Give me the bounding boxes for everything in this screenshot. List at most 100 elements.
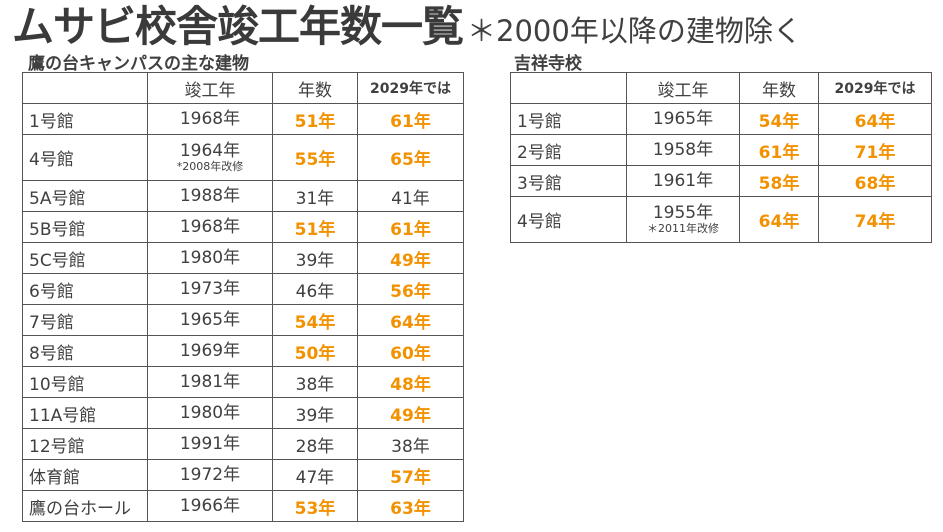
completion-year-cell: 1980年: [147, 242, 273, 274]
header-age-2029: 2029年では: [357, 72, 464, 104]
building-age-2029: 64年: [357, 304, 464, 336]
completion-year-cell: 1958年: [626, 134, 740, 166]
header-age: 年数: [739, 72, 819, 104]
table-row: 5C号館 1980年 39年 49年: [22, 242, 464, 274]
completion-year-cell: 1980年: [147, 397, 273, 429]
title-note: ＊2000年以降の建物除く: [467, 14, 802, 48]
building-age-2029: 48年: [357, 366, 464, 398]
building-name: 12号館: [22, 428, 148, 460]
header-completion-year: 竣工年: [147, 72, 273, 104]
table-row: 8号館 1969年 50年 60年: [22, 335, 464, 367]
completion-year: 1972年: [179, 465, 241, 485]
completion-year-cell: 1968年: [147, 211, 273, 243]
building-age-2029: 49年: [357, 242, 464, 274]
building-age: 51年: [272, 211, 358, 243]
building-name: 1号館: [22, 103, 148, 135]
completion-year-cell: 1965年: [626, 103, 740, 135]
completion-year: 1973年: [179, 279, 241, 299]
table-row: 体育館 1972年 47年 57年: [22, 459, 464, 491]
header-name: [510, 72, 627, 104]
completion-year-cell: 1972年: [147, 459, 273, 491]
renovation-note: ＊2011年改修: [647, 222, 719, 235]
header-name: [22, 72, 148, 104]
completion-year: 1961年: [652, 171, 714, 191]
header-age-2029: 2029年では: [818, 72, 932, 104]
building-age-2029: 61年: [357, 211, 464, 243]
completion-year: 1955年: [652, 203, 714, 223]
building-age: 54年: [739, 103, 819, 135]
building-name: 3号館: [510, 165, 627, 197]
completion-year-cell: 1973年: [147, 273, 273, 305]
building-age: 64年: [739, 196, 819, 243]
completion-year-cell: 1968年: [147, 103, 273, 135]
title-main: ムサビ校舎竣工年数一覧: [12, 2, 464, 51]
building-name: 8号館: [22, 335, 148, 367]
completion-year-cell: 1961年: [626, 165, 740, 197]
building-age: 46年: [272, 273, 358, 305]
page-title: ムサビ校舎竣工年数一覧 ＊2000年以降の建物除く: [12, 2, 802, 61]
building-age: 53年: [272, 490, 358, 522]
building-age: 39年: [272, 397, 358, 429]
table-header-row: 竣工年 年数 2029年では: [22, 72, 464, 104]
completion-year: 1968年: [179, 217, 241, 237]
completion-year-cell: 1964年 *2008年改修: [147, 134, 273, 181]
building-age: 50年: [272, 335, 358, 367]
building-name: 10号館: [22, 366, 148, 398]
building-name: 2号館: [510, 134, 627, 166]
table-row: 5A号館 1988年 31年 41年: [22, 180, 464, 212]
building-name: 5B号館: [22, 211, 148, 243]
completion-year: 1991年: [179, 434, 241, 454]
building-name: 4号館: [22, 134, 148, 181]
table-row: 12号館 1991年 28年 38年: [22, 428, 464, 460]
completion-year: 1988年: [179, 186, 241, 206]
building-age-2029: 49年: [357, 397, 464, 429]
completion-year-cell: 1981年: [147, 366, 273, 398]
table-row: 1号館 1965年 54年 64年: [510, 103, 932, 135]
building-age-2029: 61年: [357, 103, 464, 135]
building-name: 鷹の台ホール: [22, 490, 148, 522]
completion-year-cell: 1965年: [147, 304, 273, 336]
completion-year: 1969年: [179, 341, 241, 361]
building-age-2029: 74年: [818, 196, 932, 243]
table-header-row: 竣工年 年数 2029年では: [510, 72, 932, 104]
building-name: 5A号館: [22, 180, 148, 212]
building-age: 47年: [272, 459, 358, 491]
completion-year-cell: 1955年 ＊2011年改修: [626, 196, 740, 243]
building-age: 55年: [272, 134, 358, 181]
building-age-2029: 63年: [357, 490, 464, 522]
building-age-2029: 38年: [357, 428, 464, 460]
building-age: 61年: [739, 134, 819, 166]
table-row: 6号館 1973年 46年 56年: [22, 273, 464, 305]
building-age: 58年: [739, 165, 819, 197]
building-age: 54年: [272, 304, 358, 336]
completion-year: 1968年: [179, 109, 241, 129]
building-age: 28年: [272, 428, 358, 460]
completion-year-cell: 1966年: [147, 490, 273, 522]
completion-year-cell: 1991年: [147, 428, 273, 460]
header-completion-year: 竣工年: [626, 72, 740, 104]
table-row: 1号館 1968年 51年 61年: [22, 103, 464, 135]
building-name: 体育館: [22, 459, 148, 491]
building-name: 7号館: [22, 304, 148, 336]
building-age-2029: 65年: [357, 134, 464, 181]
building-age: 51年: [272, 103, 358, 135]
completion-year: 1981年: [179, 372, 241, 392]
building-age: 38年: [272, 366, 358, 398]
building-age-2029: 71年: [818, 134, 932, 166]
completion-year: 1965年: [652, 109, 714, 129]
building-age: 31年: [272, 180, 358, 212]
building-age: 39年: [272, 242, 358, 274]
kichijoji-table: 竣工年 年数 2029年では 1号館 1965年 54年 64年 2号館 1958年 61年…: [510, 72, 932, 243]
building-age-2029: 57年: [357, 459, 464, 491]
completion-year: 1958年: [652, 140, 714, 160]
table-row: 鷹の台ホール 1966年 53年 63年: [22, 490, 464, 522]
building-age-2029: 60年: [357, 335, 464, 367]
table-row: 7号館 1965年 54年 64年: [22, 304, 464, 336]
table-row: 3号館 1961年 58年 68年: [510, 165, 932, 197]
table-row: 4号館 1964年 *2008年改修 55年 65年: [22, 134, 464, 181]
building-name: 5C号館: [22, 242, 148, 274]
building-age-2029: 68年: [818, 165, 932, 197]
building-name: 1号館: [510, 103, 627, 135]
header-age: 年数: [272, 72, 358, 104]
table-row: 4号館 1955年 ＊2011年改修 64年 74年: [510, 196, 932, 243]
